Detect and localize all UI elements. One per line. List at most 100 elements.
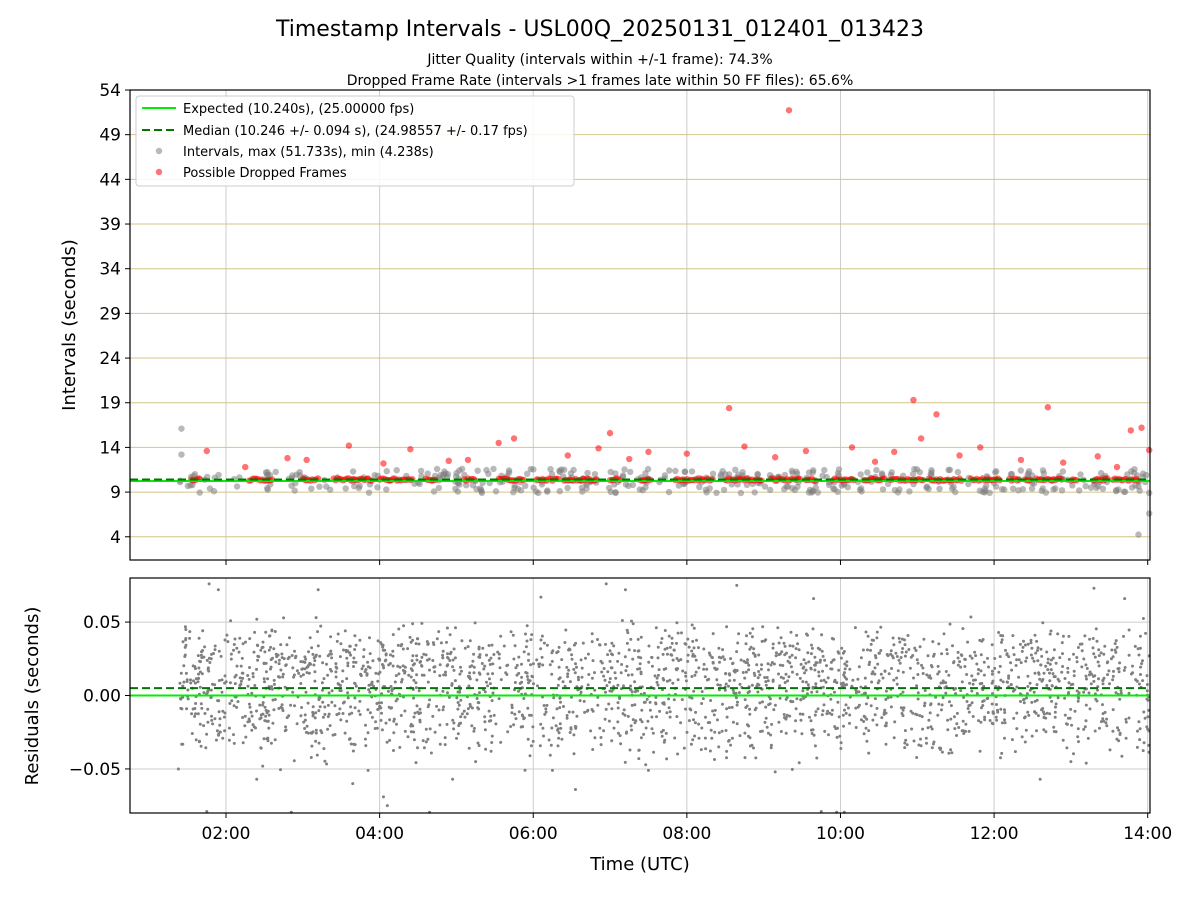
residual-point (918, 714, 922, 718)
dropped-frame-point (242, 463, 249, 471)
residual-point (616, 731, 620, 735)
residual-point (879, 625, 883, 629)
residual-point (957, 726, 961, 729)
residual-point (687, 645, 691, 649)
residual-point (499, 634, 503, 638)
residual-point (240, 671, 244, 675)
residual-point (766, 731, 770, 735)
residual-point (340, 679, 344, 683)
residual-point (857, 703, 861, 707)
residual-point (713, 708, 717, 712)
residual-point (277, 707, 281, 710)
residual-point (854, 726, 858, 729)
residual-point (916, 691, 920, 695)
residual-point (1063, 696, 1067, 700)
interval-point (834, 488, 841, 495)
residual-point (724, 729, 728, 732)
residual-point (758, 673, 762, 677)
interval-point (1135, 531, 1142, 538)
interval-point (981, 489, 988, 496)
residual-point (788, 714, 792, 718)
residual-point (772, 708, 776, 712)
residual-point (304, 690, 308, 694)
residual-point (828, 711, 832, 715)
residual-point (769, 746, 773, 750)
residual-point (343, 731, 347, 735)
residual-point (990, 672, 994, 676)
residual-point (842, 724, 845, 728)
residual-point (959, 653, 963, 657)
residual-point (398, 665, 402, 669)
residual-point (914, 712, 918, 716)
residual-point (1082, 657, 1086, 661)
residual-point (893, 720, 897, 724)
residual-point (235, 664, 239, 668)
residual-point (977, 668, 980, 671)
residual-point (557, 645, 561, 649)
residual-point (483, 720, 487, 724)
residual-point (218, 723, 222, 727)
residual-point (565, 716, 569, 720)
residual-point (990, 702, 994, 706)
residual-point (412, 678, 416, 682)
residual-point (457, 724, 461, 728)
residual-point (392, 719, 396, 723)
residual-point (1041, 710, 1045, 714)
residual-point (994, 715, 998, 719)
residual-point (280, 656, 284, 660)
residual-point (628, 748, 632, 752)
residual-point (817, 674, 821, 678)
residual-point (956, 656, 960, 660)
residual-point (1140, 662, 1144, 666)
residual-point (600, 661, 604, 665)
residual-point (472, 665, 476, 669)
residual-point (542, 641, 546, 645)
residual-point (604, 707, 608, 711)
residual-point (694, 710, 698, 714)
residual-point (521, 714, 525, 718)
residual-point (334, 665, 338, 669)
dropped-frame-point (380, 460, 387, 467)
residual-point (1035, 698, 1039, 702)
residual-point (677, 659, 681, 663)
residual-point (739, 658, 743, 662)
residual-point (1015, 685, 1019, 689)
residual-point (1084, 703, 1088, 707)
residual-point (395, 722, 398, 726)
residual-point (467, 684, 471, 688)
residual-point (349, 653, 353, 657)
dropped-frame-point (626, 455, 633, 463)
residual-point (584, 656, 587, 660)
residual-point (668, 715, 672, 719)
residual-point (417, 642, 421, 646)
residual-point (316, 630, 319, 634)
residual-point (325, 662, 328, 666)
residual-point (748, 690, 751, 693)
residual-point (702, 662, 706, 666)
residual-point (942, 632, 946, 636)
residual-point (929, 676, 933, 680)
residual-point (1114, 691, 1118, 695)
residual-point (687, 719, 691, 723)
residual-point (424, 740, 428, 744)
residual-point (200, 656, 204, 660)
residual-point (388, 738, 392, 742)
x-tick-label-6: 14:00 (1123, 824, 1172, 844)
residual-point (1046, 661, 1050, 665)
interval-point (1076, 487, 1083, 494)
residual-point (372, 684, 375, 688)
residual-point (314, 711, 318, 715)
residual-point (791, 670, 794, 674)
residual-point (396, 664, 400, 668)
residual-point (1000, 640, 1003, 644)
residual-point (1092, 586, 1096, 590)
residual-point (999, 756, 1002, 760)
residual-point (380, 701, 383, 705)
residual-point (639, 718, 642, 722)
residual-point (878, 651, 881, 655)
residual-point (456, 732, 460, 736)
residual-point (955, 711, 959, 715)
residual-point (367, 688, 371, 692)
residual-point (867, 663, 871, 667)
residual-point (843, 662, 847, 666)
